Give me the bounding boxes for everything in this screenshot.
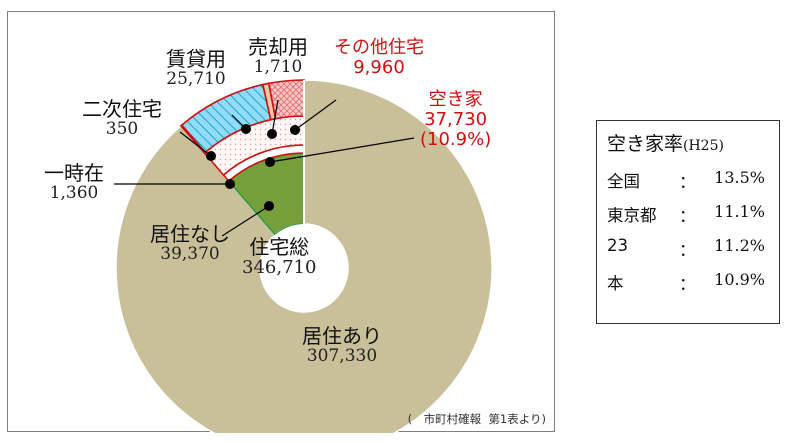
rate-row-national: 全国 ： 13.5% bbox=[607, 166, 779, 200]
label-baikyaku: 売却用 1,710 bbox=[248, 35, 308, 78]
rate-row-name: 本 bbox=[607, 274, 624, 293]
leader-dot-sonota bbox=[290, 125, 300, 135]
rate-row-colon: ： bbox=[679, 173, 696, 193]
rate-row-name: 全国 bbox=[607, 172, 640, 191]
rate-title-text: 空き家率 bbox=[607, 133, 684, 155]
leader-dot-ichiji bbox=[225, 179, 235, 189]
source-note: ( 市町村確報 第1表より) bbox=[407, 412, 546, 426]
center-label: 住宅総 346,710 bbox=[242, 235, 317, 279]
label-kyojuari: 居住あり 307,330 bbox=[302, 324, 382, 367]
leader-line-baikyaku bbox=[271, 99, 279, 135]
rate-row-tokyo: 東京都 ： 11.1% bbox=[607, 200, 779, 234]
leader-line-akiya bbox=[269, 137, 415, 163]
leader-dot-baikyaku bbox=[267, 129, 277, 139]
slice-sonota bbox=[267, 79, 305, 120]
label-ichiji: 一時在 1,360 bbox=[44, 161, 104, 204]
label-chintai: 賃貸用 25,710 bbox=[166, 47, 226, 90]
leader-dot-akiya bbox=[265, 157, 275, 167]
label-sonota: その他住宅 9,960 bbox=[334, 37, 424, 79]
rate-row-name: 23 bbox=[607, 236, 628, 255]
rate-row-value: 11.1% bbox=[714, 202, 765, 221]
rate-row-colon: ： bbox=[679, 207, 696, 227]
chart-frame: 賃貸用 25,710 売却用 1,710 その他住宅 9,960 二次住宅 35… bbox=[7, 11, 555, 433]
label-akiya: 空き家 37,730 (10.9%) bbox=[420, 89, 492, 151]
label-kyojunashi: 居住なし 39,370 bbox=[150, 222, 230, 265]
vacancy-rate-box: 空き家率(H25) 全国 ： 13.5% 東京都 ： 11.1% 23 ： 11… bbox=[596, 120, 780, 324]
leader-line-nijiteki bbox=[179, 131, 212, 157]
rate-row-value: 10.9% bbox=[714, 270, 765, 289]
rate-box-title: 空き家率(H25) bbox=[607, 129, 779, 156]
rate-row-name: 東京都 bbox=[607, 206, 657, 225]
rate-row-value: 11.2% bbox=[714, 236, 765, 255]
leader-dot-chintai bbox=[241, 124, 251, 134]
label-nijiteki: 二次住宅 350 bbox=[82, 97, 162, 140]
rate-row-colon: ： bbox=[679, 241, 696, 261]
leader-lines bbox=[114, 99, 415, 237]
leader-dot-kyojunashi bbox=[264, 201, 274, 211]
rate-title-paren: (H25) bbox=[683, 138, 724, 154]
rate-row-colon: ： bbox=[679, 275, 696, 295]
donut-hole bbox=[260, 224, 348, 312]
leader-line-kyojunashi bbox=[221, 205, 270, 237]
rate-row-value: 13.5% bbox=[714, 168, 765, 187]
rate-row-23: 23 ： 11.2% bbox=[607, 234, 779, 268]
rate-row-hon: 本 ： 10.9% bbox=[607, 268, 779, 302]
donut-chart bbox=[114, 79, 493, 433]
leader-line-sonota bbox=[294, 99, 337, 131]
leader-dot-nijiteki bbox=[206, 151, 216, 161]
